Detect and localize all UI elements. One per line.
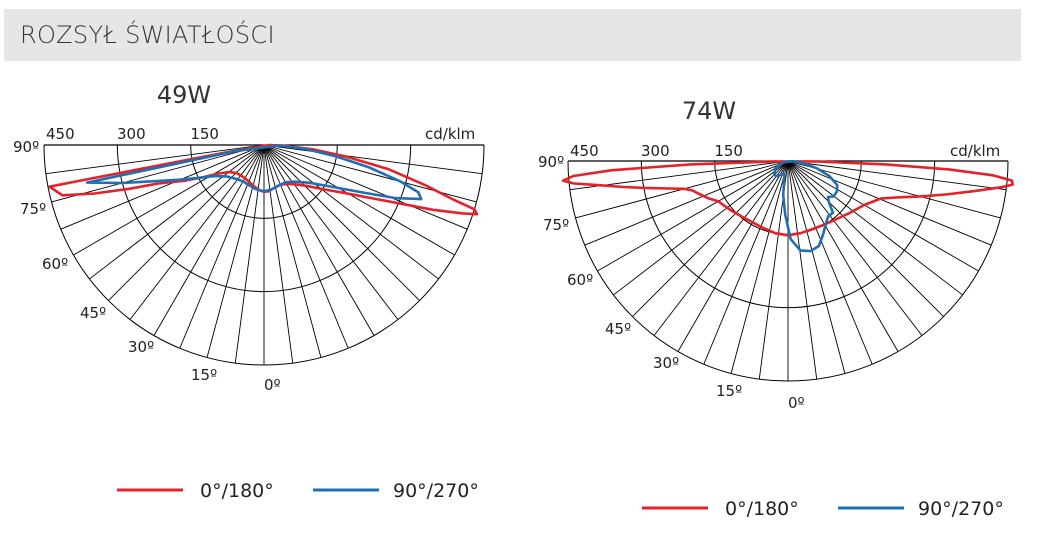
grid-radial bbox=[179, 144, 265, 349]
grid-radial bbox=[653, 160, 789, 336]
grid-radial bbox=[730, 160, 789, 374]
grid-radial bbox=[60, 144, 265, 230]
grid-radial bbox=[263, 144, 322, 358]
grid-radial bbox=[73, 144, 265, 256]
series-line-c0-180 bbox=[561, 160, 1014, 237]
series-line-c0-180 bbox=[48, 143, 479, 216]
angle-label: 15º bbox=[191, 366, 217, 384]
angle-label: 90º bbox=[13, 138, 39, 156]
grid-radial bbox=[263, 144, 439, 280]
angle-label: 45º bbox=[80, 304, 106, 322]
grid-radial bbox=[613, 160, 789, 296]
grid-radial bbox=[129, 144, 265, 320]
grid-radial bbox=[703, 160, 789, 365]
grid-radial bbox=[263, 144, 483, 175]
grid-radial bbox=[263, 144, 375, 336]
legend-label: 90°/270° bbox=[393, 480, 479, 502]
grid-radial bbox=[234, 144, 265, 364]
grid-radial bbox=[632, 160, 789, 317]
angle-label: 0º bbox=[788, 394, 805, 412]
section-title: ROZSYŁ ŚWIATŁOŚCI bbox=[20, 21, 275, 49]
grid-radial bbox=[263, 144, 468, 230]
grid-radial bbox=[597, 160, 789, 272]
series-line-c90-270 bbox=[85, 144, 423, 201]
grid-radial bbox=[263, 144, 420, 301]
radial-tick-label: 300 bbox=[641, 142, 670, 160]
grid-radial bbox=[787, 160, 899, 352]
grid-radial bbox=[89, 144, 265, 280]
legend-label: 0°/180° bbox=[725, 498, 799, 520]
angle-label: 30º bbox=[653, 354, 679, 372]
grid-radial bbox=[787, 160, 873, 365]
grid-radial bbox=[263, 144, 399, 320]
angle-label: 75º bbox=[20, 200, 46, 218]
grid-radial bbox=[263, 144, 349, 349]
grid-radial bbox=[787, 160, 1007, 191]
radial-tick-label: 450 bbox=[570, 142, 599, 160]
grid-radial bbox=[787, 160, 923, 336]
angle-label: 75º bbox=[543, 216, 569, 234]
grid-radial bbox=[787, 160, 979, 272]
radial-tick-label: 300 bbox=[117, 125, 146, 143]
chart-title: 49W bbox=[157, 81, 211, 109]
grid-radial bbox=[206, 144, 265, 358]
grid-radial bbox=[787, 160, 992, 246]
unit-label: cd/klm bbox=[425, 125, 475, 143]
polar-chart-49w: 49W 450 300 150 cd/klm 90º 75º 60º 45º 30º 15º 0º bbox=[13, 81, 485, 394]
grid-radial bbox=[584, 160, 789, 246]
chart-legend: 0°/180° 90°/270° bbox=[117, 480, 479, 502]
grid-radial bbox=[787, 160, 963, 296]
grid-radial bbox=[787, 160, 944, 317]
legend-label: 0°/180° bbox=[200, 480, 274, 502]
grid-radial bbox=[108, 144, 265, 301]
angle-label: 60º bbox=[567, 271, 593, 289]
angle-label: 45º bbox=[605, 320, 631, 338]
grid-radial bbox=[787, 160, 846, 374]
unit-label: cd/klm bbox=[950, 142, 1000, 160]
grid-radial bbox=[677, 160, 789, 352]
section-header: ROZSYŁ ŚWIATŁOŚCI bbox=[4, 9, 1021, 61]
radial-tick-label: 150 bbox=[190, 125, 219, 143]
grid-radial bbox=[263, 144, 455, 256]
grid-radial bbox=[263, 144, 294, 364]
angle-label: 15º bbox=[716, 382, 742, 400]
series-line-c90-270 bbox=[772, 159, 839, 253]
grid-radial bbox=[787, 160, 818, 380]
polar-chart-74w: 74W 450 300 150 cd/klm 90º 75º 60º 45º 30º 15º 0º bbox=[538, 97, 1014, 412]
chart-legend: 0°/180° 90°/270° bbox=[642, 498, 1004, 520]
grid-radial bbox=[787, 160, 1001, 219]
grid-radial bbox=[51, 144, 265, 203]
angle-label: 90º bbox=[538, 153, 564, 171]
angle-label: 60º bbox=[42, 255, 68, 273]
chart-title: 74W bbox=[682, 97, 736, 125]
grid-radial bbox=[153, 144, 265, 336]
radial-tick-label: 450 bbox=[46, 125, 75, 143]
grid-radial bbox=[45, 144, 265, 175]
radial-tick-label: 150 bbox=[714, 142, 743, 160]
angle-label: 0º bbox=[264, 376, 281, 394]
legend-label: 90°/270° bbox=[918, 498, 1004, 520]
angle-label: 30º bbox=[128, 338, 154, 356]
